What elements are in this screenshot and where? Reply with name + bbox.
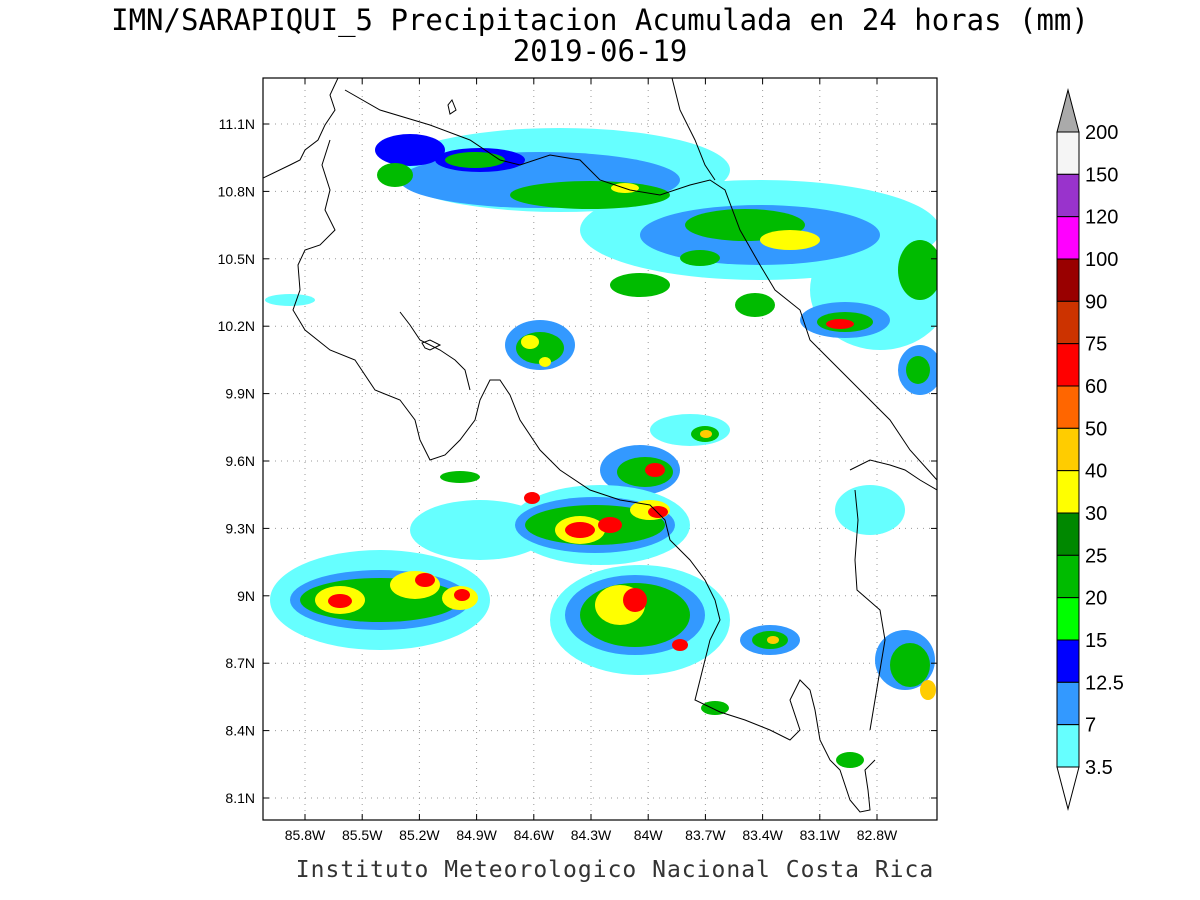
institution-credit: Instituto Meteorologico Nacional Costa R…	[295, 857, 935, 883]
lat-tick-label: 9.9N	[225, 386, 255, 402]
colorbar-label: 90	[1085, 291, 1107, 313]
colorbar-swatch	[1056, 512, 1080, 556]
lat-tick-label: 8.1N	[225, 790, 255, 806]
lon-tick-label: 84.3W	[571, 827, 612, 843]
map-date: 2019-06-19	[512, 34, 688, 68]
lat-tick-label: 11.1N	[219, 116, 255, 132]
colorbar-swatch	[1056, 597, 1080, 641]
colorbar-label: 150	[1085, 164, 1118, 186]
colorbar-max-arrow	[1056, 88, 1080, 133]
colorbar-swatch	[1056, 343, 1080, 387]
colorbar-label: 75	[1085, 334, 1107, 356]
colorbar-swatch	[1056, 300, 1080, 345]
colorbar-swatch	[1056, 258, 1080, 302]
lat-tick-label: 10.5N	[218, 251, 255, 267]
colorbar-swatch	[1056, 639, 1080, 683]
longitude-axis: 85.8W 85.5W 85.2W 84.9W 84.6W 84.3W 84W 83.7W 83…	[285, 78, 898, 843]
colorbar-swatch	[1056, 724, 1080, 768]
colorbar-swatch	[1056, 427, 1080, 472]
lat-tick-label: 9N	[237, 588, 255, 604]
colorbar-swatch	[1056, 385, 1080, 429]
colorbar-swatch	[1056, 216, 1080, 260]
lat-tick-label: 10.8N	[218, 183, 255, 199]
lon-tick-label: 84W	[634, 827, 664, 843]
colorbar-min-arrow	[1056, 766, 1080, 811]
lon-tick-label: 84.9W	[456, 827, 497, 843]
latitude-axis: 11.1N 10.8N 10.5N 10.2N 9.9N 9.6N 9.3N 9N 8.7N 8.…	[218, 116, 937, 806]
colorbar-swatch	[1056, 554, 1080, 599]
colorbar-label: 40	[1085, 461, 1107, 483]
colorbar-label: 120	[1085, 207, 1118, 229]
colorbar-label: 50	[1085, 418, 1107, 440]
colorbar-label: 100	[1085, 249, 1118, 271]
colorbar-label: 7	[1085, 715, 1096, 737]
colorbar-label: 15	[1085, 630, 1107, 652]
lat-tick-label: 9.3N	[225, 520, 255, 536]
lon-tick-label: 85.5W	[342, 827, 383, 843]
colorbar-swatch	[1056, 681, 1080, 726]
colorbar-swatch	[1056, 131, 1080, 175]
lon-tick-label: 83.4W	[742, 827, 783, 843]
lat-tick-label: 10.2N	[218, 318, 255, 334]
lon-tick-label: 82.8W	[857, 827, 898, 843]
colorbar-label: 30	[1085, 503, 1107, 525]
precipitation-field	[265, 128, 937, 768]
colorbar-label: 25	[1085, 545, 1107, 567]
colorbar-legend: 200 150 120 100 90 75 60 50 40 30 25 20 15 12.5 7 3.5	[1056, 88, 1124, 811]
map-title: IMN/SARAPIQUI_5 Precipitacion Acumulada …	[111, 3, 1089, 37]
coastlines	[263, 78, 937, 813]
lon-tick-label: 85.2W	[399, 827, 440, 843]
colorbar-label: 60	[1085, 376, 1107, 398]
colorbar-label: 3.5	[1085, 757, 1113, 779]
lon-tick-label: 83.7W	[685, 827, 726, 843]
lon-tick-label: 84.6W	[514, 827, 555, 843]
colorbar-label: 12.5	[1085, 672, 1124, 694]
colorbar-label: 20	[1085, 588, 1107, 610]
lon-tick-label: 85.8W	[285, 827, 326, 843]
lat-tick-label: 9.6N	[225, 453, 255, 469]
colorbar-swatch	[1056, 173, 1080, 218]
colorbar-label: 200	[1085, 122, 1118, 144]
colorbar-swatch	[1056, 470, 1080, 514]
lon-tick-label: 83.1W	[800, 827, 841, 843]
map-frame	[262, 77, 938, 821]
lat-tick-label: 8.7N	[225, 655, 255, 671]
lat-tick-label: 8.4N	[225, 723, 255, 739]
